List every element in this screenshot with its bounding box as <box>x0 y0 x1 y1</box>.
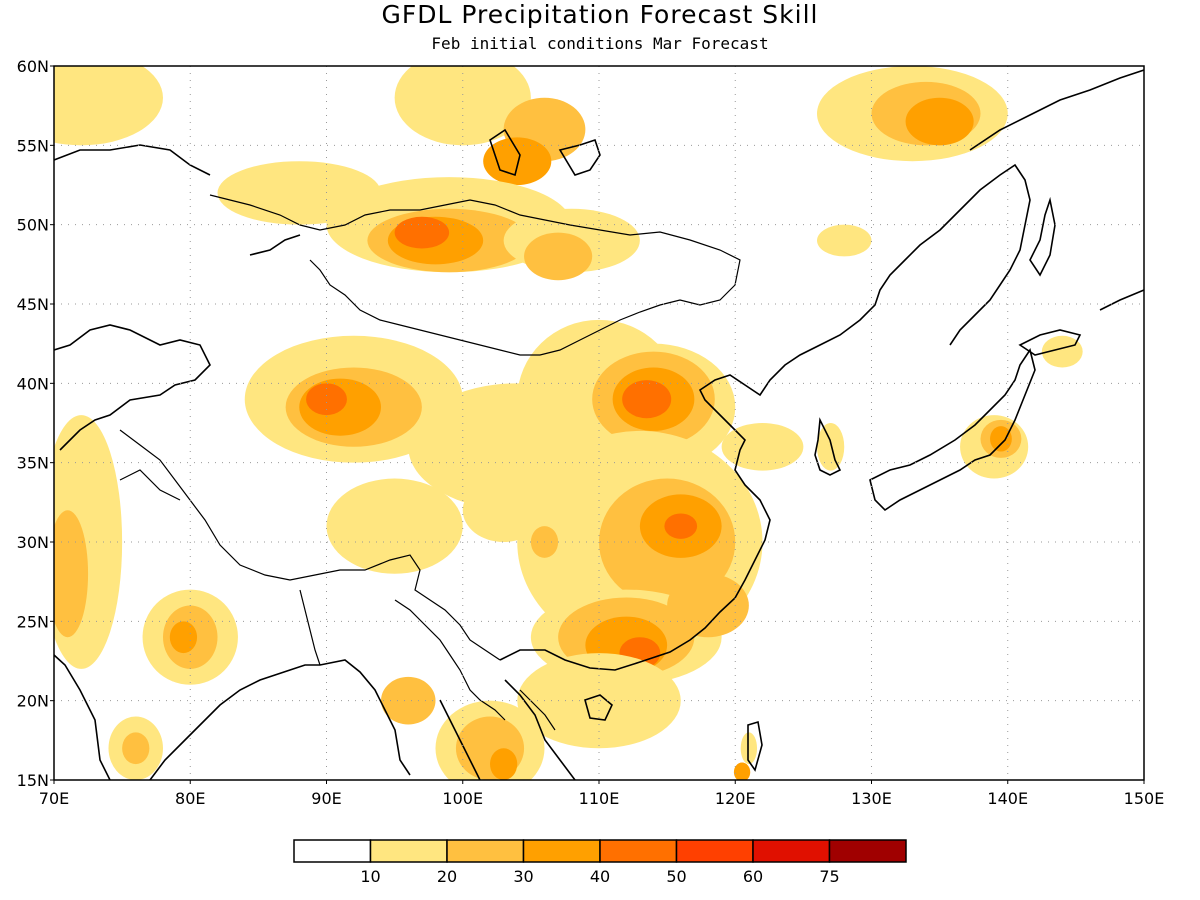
longitude-labels: 70E 80E 90E 100E 110E 120E 130E 140E 150E <box>39 780 1165 808</box>
skill-contour <box>483 137 552 185</box>
colorbar-label: 20 <box>437 867 457 886</box>
colorbar-label: 10 <box>360 867 380 886</box>
colorbar-swatch <box>675 839 754 863</box>
colorbar-swatch <box>369 839 448 863</box>
colorbar-label: 60 <box>743 867 763 886</box>
skill-contour <box>54 510 89 638</box>
colorbar-swatch <box>752 839 831 863</box>
skill-contour <box>54 66 163 146</box>
colorbar-label: 40 <box>590 867 610 886</box>
skill-contour <box>462 478 545 542</box>
colorbar-swatch <box>522 839 601 863</box>
lat-label: 25N <box>17 612 49 631</box>
skill-contour <box>817 423 845 471</box>
lat-label: 40N <box>17 374 49 393</box>
colorbar: 10 20 30 40 50 60 75 <box>293 839 907 886</box>
colorbar-label: 50 <box>666 867 686 886</box>
lon-label: 120E <box>715 789 756 808</box>
skill-contour <box>733 762 751 780</box>
skill-contour <box>490 748 518 780</box>
graticule <box>54 66 1144 780</box>
colorbar-label: 30 <box>513 867 533 886</box>
skill-contour <box>1041 335 1083 368</box>
skill-contour <box>721 423 804 471</box>
skill-contour <box>524 232 593 281</box>
skill-contour <box>990 426 1012 452</box>
coastlines <box>54 69 1144 780</box>
lat-label: 35N <box>17 454 49 473</box>
colorbar-swatch <box>293 839 372 863</box>
lat-label: 30N <box>17 533 49 552</box>
skill-contour <box>394 66 531 146</box>
skill-contour <box>667 573 749 638</box>
country-borders <box>119 194 741 731</box>
chart-title: GFDL Precipitation Forecast Skill <box>381 0 819 29</box>
lon-label: 110E <box>579 789 620 808</box>
lon-label: 140E <box>987 789 1028 808</box>
lon-label: 80E <box>175 789 205 808</box>
skill-shading <box>54 66 1083 780</box>
lat-label: 15N <box>17 771 49 790</box>
chart-subtitle: Feb initial conditions Mar Forecast <box>431 34 769 53</box>
lon-label: 130E <box>851 789 892 808</box>
skill-contour <box>326 478 463 574</box>
lat-label: 20N <box>17 692 49 711</box>
skill-contour <box>517 653 681 749</box>
lat-label: 45N <box>17 295 49 314</box>
lat-label: 55N <box>17 136 49 155</box>
colorbar-swatch <box>446 839 525 863</box>
lon-label: 70E <box>39 789 69 808</box>
skill-contour <box>740 732 758 765</box>
skill-contour <box>664 513 698 539</box>
skill-contour <box>381 676 436 725</box>
skill-contour <box>169 621 198 654</box>
skill-contour <box>394 216 450 249</box>
colorbar-label: 75 <box>819 867 839 886</box>
colorbar-swatch <box>828 839 907 863</box>
latitude-labels: 15N 20N 25N 30N 35N 40N 45N 50N 55N 60N <box>17 57 54 790</box>
colorbar-swatch <box>599 839 678 863</box>
lon-label: 90E <box>311 789 341 808</box>
skill-contour <box>306 383 347 416</box>
lat-label: 50N <box>17 216 49 235</box>
skill-contour <box>905 97 974 146</box>
lon-label: 100E <box>442 789 483 808</box>
skill-contour <box>122 732 150 765</box>
skill-contour <box>622 380 672 419</box>
skill-contour <box>817 224 872 257</box>
lat-label: 60N <box>17 57 49 76</box>
lon-label: 150E <box>1124 789 1165 808</box>
